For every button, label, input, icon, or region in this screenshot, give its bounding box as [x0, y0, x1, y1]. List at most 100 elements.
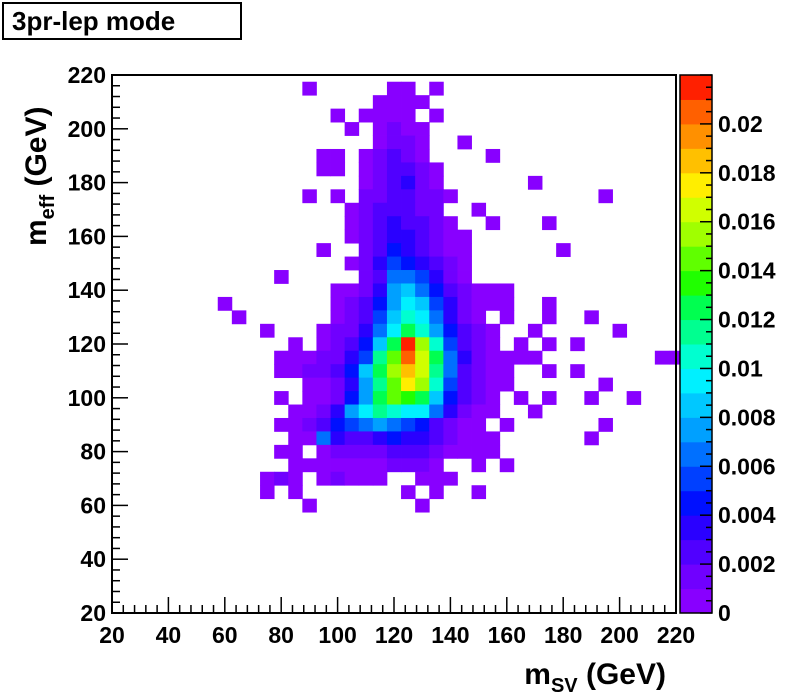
heatmap-bin [457, 417, 472, 432]
heatmap-bin [372, 229, 388, 244]
colorbar-tick-label: 0.016 [718, 209, 776, 235]
heatmap-bin [401, 256, 416, 271]
x-tick-label: 100 [318, 622, 356, 648]
heatmap-bin [570, 337, 585, 352]
heatmap-bin [429, 458, 444, 473]
heatmap-bin [302, 391, 317, 405]
y-tick-label: 200 [68, 116, 106, 142]
heatmap-bin [302, 350, 317, 365]
colorbar-tick-label: 0.006 [718, 453, 776, 479]
heatmap-bin [372, 337, 388, 352]
heatmap-bin [358, 444, 374, 459]
heatmap-bin [386, 135, 402, 150]
heatmap-bin [330, 458, 346, 473]
x-tick-label: 160 [488, 622, 526, 648]
heatmap-bin [443, 364, 458, 379]
heatmap-bin [386, 162, 402, 177]
heatmap-bin [415, 323, 430, 338]
heatmap-bin [584, 310, 599, 325]
heatmap-bin [358, 404, 374, 419]
heatmap-bin [598, 417, 613, 432]
heatmap-bin [344, 216, 360, 231]
heatmap-bin [274, 270, 289, 284]
heatmap-bin [386, 229, 402, 244]
heatmap-bin [372, 162, 388, 177]
heatmap-bin [429, 202, 444, 217]
heatmap-bin [316, 162, 331, 177]
heatmap-bin [372, 189, 388, 204]
heatmap-bin [415, 364, 430, 379]
heatmap-bin [471, 404, 487, 419]
heatmap-bin [372, 122, 388, 136]
heatmap-bin [302, 377, 317, 392]
heatmap-bin [288, 337, 303, 352]
heatmap-bin [471, 202, 487, 217]
heatmap-bin [401, 337, 416, 352]
heatmap-bin [358, 148, 374, 163]
heatmap-bin [401, 108, 416, 123]
y-tick-label: 220 [68, 62, 106, 88]
heatmap-bin [386, 337, 402, 352]
heatmap-bin [471, 323, 487, 338]
heatmap-bin [358, 391, 374, 405]
heatmap-bin [415, 458, 430, 473]
heatmap-bin [401, 485, 416, 500]
heatmap-bin [358, 270, 374, 284]
heatmap-bin [386, 108, 402, 123]
heatmap-bin [288, 364, 303, 379]
heatmap-bin [443, 243, 458, 257]
heatmap-bin [316, 431, 331, 446]
heatmap-bin [330, 310, 346, 325]
heatmap-bin [316, 148, 331, 163]
heatmap-bin [358, 471, 374, 486]
heatmap-bin [401, 243, 416, 257]
heatmap-bin [386, 175, 402, 190]
heatmap-bin [542, 310, 557, 325]
heatmap-bin [429, 189, 444, 204]
heatmap-bin [372, 108, 388, 123]
heatmap-bin [457, 377, 472, 392]
heatmap-bin [330, 162, 346, 177]
heatmap-bin [344, 471, 360, 486]
heatmap-bin [330, 148, 346, 163]
heatmap-bin [485, 296, 501, 311]
heatmap-bin [302, 417, 317, 432]
heatmap-bin [457, 444, 472, 459]
heatmap-bin [344, 296, 360, 311]
y-tick-label: 120 [68, 331, 106, 357]
heatmap-bin [358, 216, 374, 231]
heatmap-bin [542, 216, 557, 231]
heatmap-bin [330, 444, 346, 459]
heatmap-bin [358, 175, 374, 190]
heatmap-bin [401, 310, 416, 325]
heatmap-bin [471, 350, 487, 365]
heatmap-bin [316, 323, 331, 338]
heatmap-bin [457, 310, 472, 325]
heatmap-bin [274, 391, 289, 405]
heatmap-bin [372, 95, 388, 110]
heatmap-bin [429, 256, 444, 271]
heatmap-bin [654, 350, 670, 365]
y-tick-label: 20 [80, 600, 106, 626]
heatmap-bin [401, 135, 416, 150]
y-tick-label: 160 [68, 223, 106, 249]
heatmap-bin [302, 431, 317, 446]
heatmap-bin [274, 417, 289, 432]
heatmap-bin [358, 364, 374, 379]
heatmap-bin [330, 296, 346, 311]
heatmap-bin [260, 485, 275, 500]
heatmap-bin [443, 216, 458, 231]
heatmap-bin [457, 364, 472, 379]
heatmap-bin [457, 243, 472, 257]
heatmap-bin [429, 243, 444, 257]
heatmap-bin [415, 350, 430, 365]
heatmap-bin [485, 391, 501, 405]
heatmap-bin [344, 431, 360, 446]
heatmap-bin [401, 417, 416, 432]
heatmap-bin [231, 310, 247, 325]
heatmap-bin [429, 175, 444, 190]
heatmap-bin [401, 270, 416, 284]
heatmap-bin [358, 108, 374, 123]
heatmap-bin [372, 364, 388, 379]
heatmap-bin [415, 337, 430, 352]
